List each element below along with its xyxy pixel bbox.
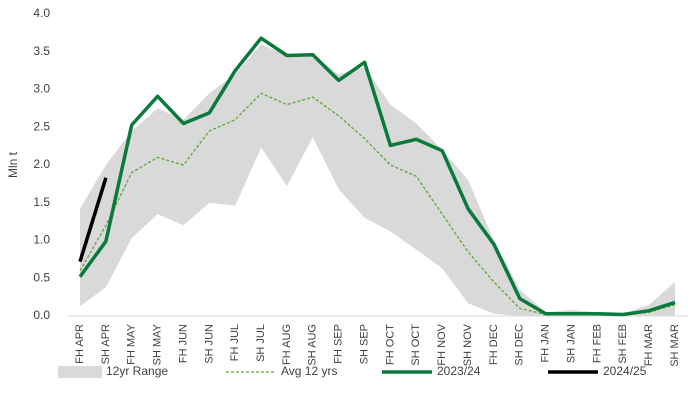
y-tick-label: 0.0 — [33, 308, 50, 322]
series-line — [78, 36, 676, 317]
legend-label: 2023/24 — [437, 364, 481, 378]
x-tick-label: SH OCT — [410, 324, 422, 366]
x-tick-label: FH JUL — [229, 324, 241, 361]
x-tick-label: FH AUG — [281, 324, 293, 365]
x-tick-label: SH APR — [100, 324, 112, 364]
series-line — [78, 177, 108, 263]
x-tick-label: FH NOV — [436, 323, 448, 365]
x-tick-label: SH MAR — [669, 324, 681, 367]
y-tick-label: 4.0 — [33, 6, 50, 20]
x-tick-label: FH JAN — [540, 324, 552, 363]
legend-label: Avg 12 yrs — [281, 364, 337, 378]
x-tick-label: SH AUG — [307, 324, 319, 366]
x-tick-label: SH JUN — [203, 324, 215, 364]
x-tick-label: SH NOV — [462, 323, 474, 366]
y-tick-label: 1.0 — [33, 233, 50, 247]
x-tick-label: FH MAR — [643, 324, 655, 366]
x-tick-label: SH JUL — [255, 324, 267, 362]
x-tick-label: SH MAY — [152, 323, 164, 365]
y-tick-label: 2.5 — [33, 119, 50, 133]
x-tick-label: SH JAN — [565, 324, 577, 363]
x-tick-label: FH FEB — [591, 324, 603, 363]
legend-swatch — [58, 366, 102, 378]
x-tick-label: SH FEB — [617, 324, 629, 364]
x-tick-label: FH JUN — [177, 324, 189, 363]
y-tick-label: 3.0 — [33, 82, 50, 96]
y-tick-label: 3.5 — [33, 44, 50, 58]
legend-label: 2024/25 — [603, 364, 647, 378]
y-tick-label: 1.5 — [33, 195, 50, 209]
legend-label: 12yr Range — [106, 364, 168, 378]
x-tick-label: FH DEC — [488, 324, 500, 365]
x-tick-label: FH MAY — [126, 323, 138, 364]
x-tick-label: FH SEP — [333, 324, 345, 364]
x-tick-label: FH OCT — [384, 324, 396, 365]
range-area — [80, 44, 675, 316]
x-tick-label: SH SEP — [358, 324, 370, 364]
y-tick-label: 0.5 — [33, 270, 50, 284]
x-tick-label: FH APR — [74, 324, 86, 364]
y-axis-label: Mln t — [6, 151, 20, 178]
x-tick-label: SH DEC — [514, 324, 526, 366]
y-tick-label: 2.0 — [33, 157, 50, 171]
